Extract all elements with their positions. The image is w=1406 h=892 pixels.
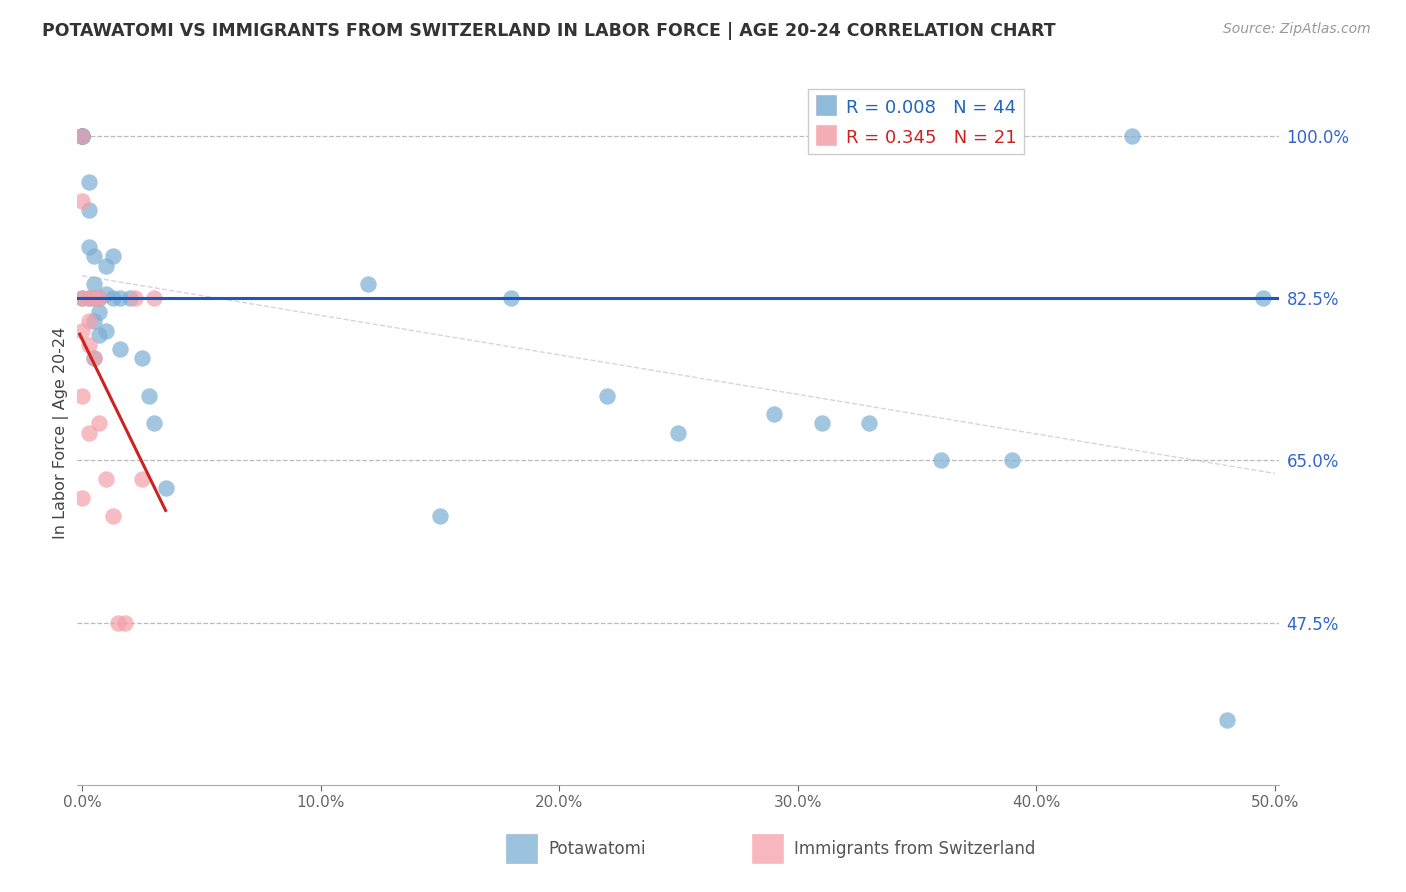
Point	[70, 128, 93, 143]
Text: Potawatomi: Potawatomi	[548, 839, 645, 858]
Legend: R = 0.008   N = 44, R = 0.345   N = 21: R = 0.008 N = 44, R = 0.345 N = 21	[808, 89, 1024, 154]
Point	[83, 277, 105, 292]
Point	[87, 417, 110, 431]
Point	[70, 194, 93, 208]
Point	[87, 305, 110, 319]
Point	[668, 425, 690, 440]
Point	[1001, 453, 1024, 467]
Point	[142, 291, 165, 305]
Point	[138, 388, 160, 402]
Point	[131, 351, 153, 366]
Point	[70, 324, 93, 338]
Point	[501, 291, 523, 305]
Point	[83, 351, 105, 366]
Point	[70, 291, 93, 305]
Point	[94, 324, 117, 338]
Point	[1121, 128, 1143, 143]
Point	[929, 453, 952, 467]
Point	[357, 277, 380, 292]
Point	[77, 291, 100, 305]
Point	[142, 417, 165, 431]
Point	[87, 328, 110, 343]
Point	[83, 249, 105, 264]
Point	[110, 291, 132, 305]
Point	[83, 291, 105, 305]
Point	[810, 417, 832, 431]
Point	[70, 491, 93, 505]
Point	[118, 291, 141, 305]
Point	[1251, 291, 1274, 305]
Point	[101, 291, 124, 305]
Point	[70, 291, 93, 305]
Point	[70, 128, 93, 143]
Text: Source: ZipAtlas.com: Source: ZipAtlas.com	[1223, 22, 1371, 37]
Point	[77, 314, 100, 328]
Point	[77, 337, 100, 351]
Point	[70, 128, 93, 143]
Point	[83, 314, 105, 328]
Point	[83, 291, 105, 305]
Point	[101, 249, 124, 264]
Text: Immigrants from Switzerland: Immigrants from Switzerland	[794, 839, 1036, 858]
Point	[155, 481, 177, 495]
Point	[858, 417, 880, 431]
Point	[83, 351, 105, 366]
Point	[87, 291, 110, 305]
Point	[131, 472, 153, 486]
Point	[596, 388, 619, 402]
Point	[94, 259, 117, 273]
Point	[1216, 713, 1239, 727]
Point	[762, 407, 785, 421]
Point	[70, 128, 93, 143]
Point	[94, 286, 117, 301]
Point	[77, 291, 100, 305]
Point	[77, 240, 100, 254]
Point	[77, 175, 100, 189]
Point	[77, 425, 100, 440]
Text: POTAWATOMI VS IMMIGRANTS FROM SWITZERLAND IN LABOR FORCE | AGE 20-24 CORRELATION: POTAWATOMI VS IMMIGRANTS FROM SWITZERLAN…	[42, 22, 1056, 40]
Point	[70, 128, 93, 143]
Point	[70, 388, 93, 402]
Point	[77, 203, 100, 218]
Point	[124, 291, 146, 305]
Y-axis label: In Labor Force | Age 20-24: In Labor Force | Age 20-24	[53, 326, 69, 539]
Point	[94, 472, 117, 486]
Point	[87, 291, 110, 305]
Point	[110, 342, 132, 356]
Point	[114, 615, 136, 630]
Point	[70, 128, 93, 143]
Point	[70, 128, 93, 143]
Point	[107, 615, 129, 630]
Point	[101, 509, 124, 524]
Point	[429, 509, 451, 524]
